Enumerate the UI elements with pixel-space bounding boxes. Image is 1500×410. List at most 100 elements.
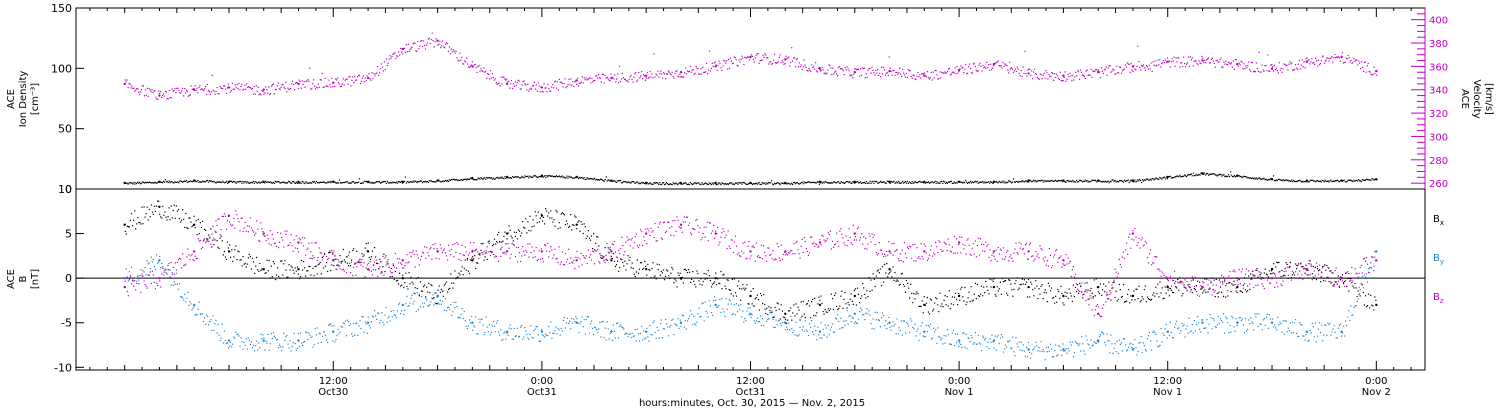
data-point [342,181,344,184]
data-point [669,183,671,185]
data-point [1286,180,1288,182]
data-point [1324,179,1326,181]
data-point [598,245,600,247]
data-point [553,176,555,178]
data-point [1263,70,1265,72]
data-point [582,326,584,328]
data-point [853,322,855,325]
data-point [644,79,646,81]
data-point [508,225,510,227]
data-point [225,258,228,260]
data-point [323,86,325,88]
data-point [776,182,778,184]
data-point [651,73,653,75]
data-point [1349,179,1351,181]
data-point [229,244,231,246]
data-point [348,251,351,253]
data-point [407,305,409,307]
panel-frames [75,7,1426,371]
data-point [643,182,645,184]
data-point [644,338,646,340]
data-point [729,289,731,291]
data-point [536,326,538,328]
data-point [547,83,549,85]
data-point [1352,285,1354,287]
data-point [193,88,196,91]
data-point [160,90,162,93]
data-point [1006,182,1008,184]
data-point [1335,57,1337,59]
data-point [222,180,224,182]
data-point [752,58,754,61]
data-point [630,182,632,184]
data-point [358,178,361,180]
data-point [126,182,128,184]
data-point [635,72,637,74]
data-point [663,279,666,281]
data-point [442,40,444,42]
data-point [480,249,482,251]
data-point [741,316,743,318]
data-point [336,79,338,81]
data-point [263,93,265,95]
data-point [162,266,164,268]
data-point [288,264,290,266]
data-point [428,180,430,182]
data-point [464,60,466,62]
data-point [158,90,160,92]
data-point [999,181,1001,183]
data-point [706,62,708,64]
data-point [906,180,908,182]
data-point [1310,179,1312,181]
data-point [161,217,163,219]
data-point [1118,181,1120,183]
data-point [244,262,246,264]
data-point [1007,294,1009,296]
data-point [1214,296,1216,298]
data-point [601,321,603,323]
data-point [682,183,684,185]
data-point [571,229,573,231]
data-point [719,62,721,65]
data-point [244,84,246,86]
data-point [739,182,741,184]
data-point [236,181,238,183]
data-point [462,317,464,320]
data-point [1289,61,1291,63]
data-point [588,332,590,334]
data-point [846,307,848,309]
data-point [971,300,973,302]
data-point [279,88,281,90]
data-point [614,180,616,182]
data-point [871,327,873,330]
data-point [1322,55,1324,57]
data-point [661,73,663,75]
data-point [1060,80,1062,82]
data-point [597,331,599,333]
data-point [977,70,979,72]
data-point [521,324,523,327]
data-point [881,266,884,268]
data-point [806,69,808,72]
data-point [1113,69,1115,71]
data-point [768,306,770,308]
data-point [322,86,324,88]
data-point [827,308,829,310]
data-point [459,179,461,182]
data-point [652,183,654,185]
data-point [307,270,309,272]
data-point [966,348,968,350]
data-point [1111,70,1113,72]
data-point [480,177,482,179]
data-point [1339,279,1341,281]
data-point [532,176,534,178]
data-point [320,181,322,183]
data-point [486,77,488,79]
data-point [595,242,597,244]
data-point [681,276,683,278]
data-point [237,181,239,183]
data-point [234,337,236,339]
data-point [863,181,865,183]
data-point [1273,179,1276,182]
data-point [647,183,649,185]
